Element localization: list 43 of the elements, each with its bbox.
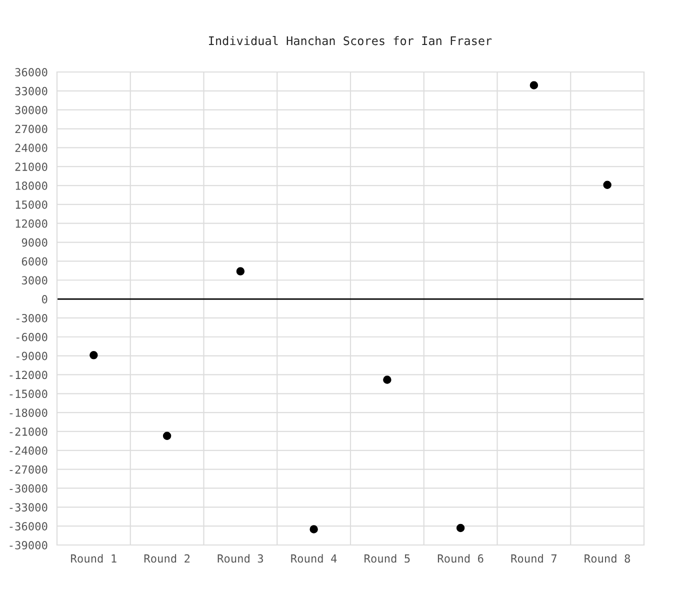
point [90,351,98,360]
y-tick-label: 30000 [15,106,48,114]
point [603,180,612,189]
x-tick-label: Round 8 [584,554,630,563]
y-tick-label: -18000 [10,408,48,417]
point [310,525,318,534]
y-tick-label: -12000 [10,370,48,380]
y-tick-label: 6000 [22,257,48,266]
point [383,376,392,384]
y-tick-label: -3000 [16,314,48,322]
x-tick-label: Round 2 [144,554,190,563]
x-tick-label: Round 3 [218,554,264,563]
x-tick-label: Round 4 [291,554,337,563]
x-tick-label: Round 6 [438,554,484,563]
point [162,432,172,440]
x-tick-label: Round 5 [364,554,410,563]
y-tick-label: -30000 [10,484,48,493]
point [236,267,245,276]
y-tick-label: 3000 [22,276,48,285]
y-tick-label: 9000 [22,238,48,247]
y-tick-label: -39000 [10,541,48,550]
y-tick-label: -33000 [10,503,48,512]
y-tick-label: -21000 [10,427,48,436]
y-tick-label: 15000 [16,200,48,209]
point [456,524,465,532]
y-tick-label: 24000 [15,144,48,152]
y-tick-label: 21000 [15,162,48,172]
y-tick-label: 36000 [15,68,48,76]
y-tick-label: -36000 [10,522,48,530]
y-tick-label: 18000 [16,182,48,190]
y-tick-label: -6000 [16,332,48,342]
y-tick-label: 33000 [15,86,48,96]
y-tick-label: -15000 [10,390,48,398]
y-tick-label: -24000 [10,446,48,455]
chart-title: Individual Hanchan Scores for Ian Fraser [209,36,492,46]
x-tick-label: Round 1 [71,554,116,563]
x-tick-label: Round 7 [511,554,557,563]
y-tick-label: 12000 [16,219,48,228]
y-tick-label: 0 [42,295,48,304]
y-tick-label: 27000 [15,124,48,134]
y-tick-label: -27000 [10,465,48,474]
point [530,81,538,90]
y-tick-label: -9000 [16,352,48,360]
